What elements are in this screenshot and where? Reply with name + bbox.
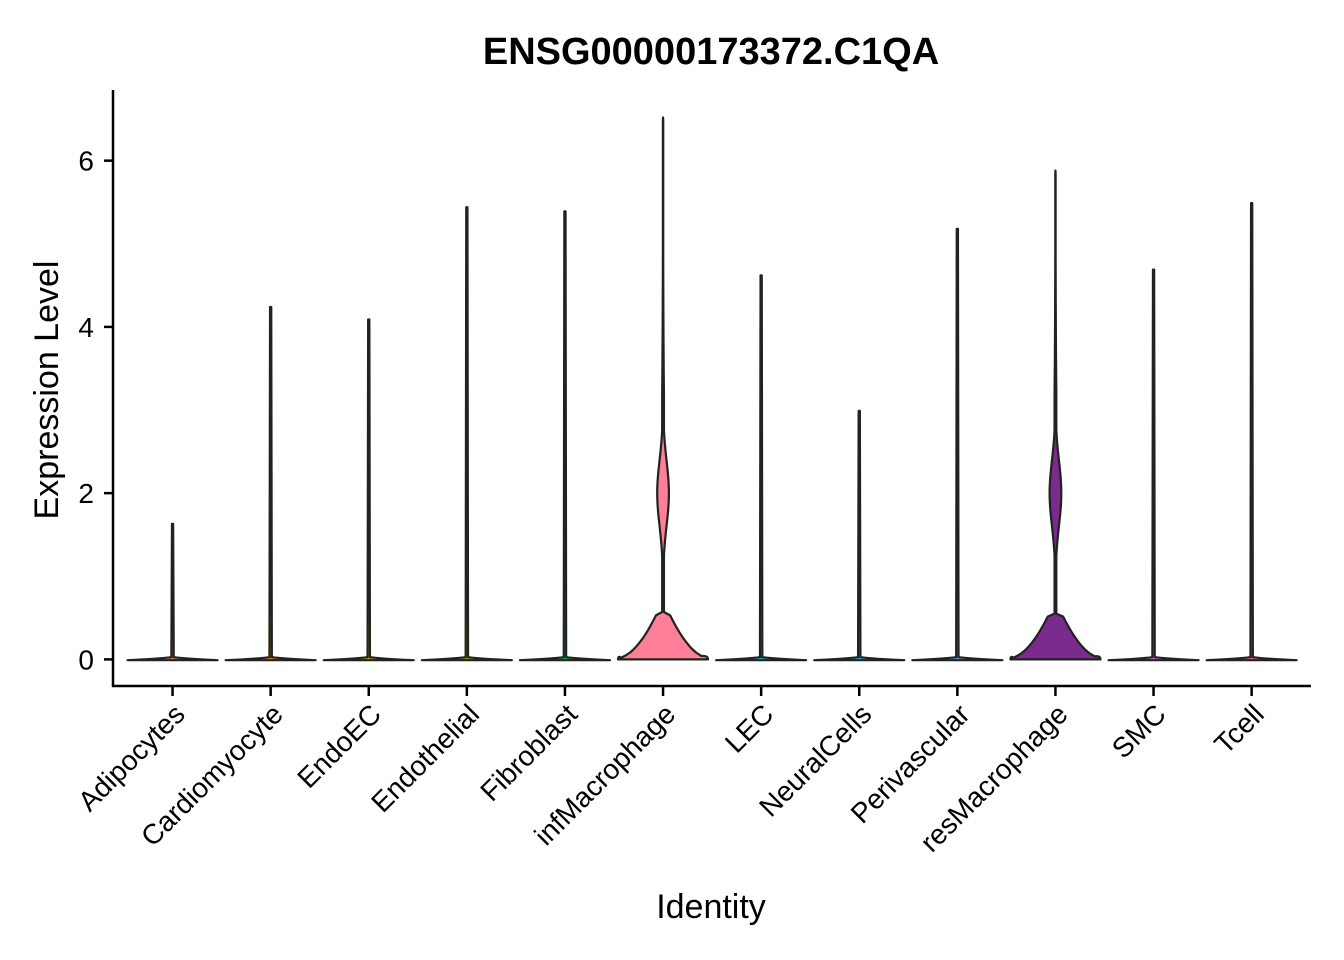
y-tick-label-4: 4 (78, 312, 94, 343)
x-tick-label-lec: LEC (719, 698, 779, 758)
chart-title: ENSG00000173372.C1QA (483, 31, 939, 73)
violin-adipocytes (126, 522, 219, 662)
violin-cardiomyocyte (224, 305, 317, 662)
violin-lec (715, 274, 808, 662)
violin-tcell (1205, 201, 1298, 662)
y-tick-label-2: 2 (78, 478, 94, 509)
violins-group (126, 116, 1298, 662)
y-axis-title: Expression Level (28, 261, 66, 520)
violin-infmacrophage (616, 116, 710, 661)
violin-endothelial (420, 206, 513, 662)
violin-endoec (322, 318, 415, 662)
x-tick-label-endoec: EndoEC (291, 698, 387, 794)
y-ticks-group: 0 2 4 6 (78, 146, 113, 675)
x-tick-label-smc: SMC (1106, 698, 1172, 764)
x-tick-label-endothelial: Endothelial (365, 698, 485, 818)
violin-perivascular (911, 227, 1004, 662)
violin-smc (1107, 268, 1200, 662)
y-tick-label-0: 0 (78, 644, 94, 675)
violin-resmacrophage (1009, 169, 1102, 661)
x-tick-label-tcell: Tcell (1208, 698, 1270, 760)
violin-neuralcells (813, 409, 906, 662)
violin-fibroblast (518, 210, 612, 662)
y-tick-label-6: 6 (78, 146, 94, 177)
x-axis-title: Identity (656, 888, 766, 926)
